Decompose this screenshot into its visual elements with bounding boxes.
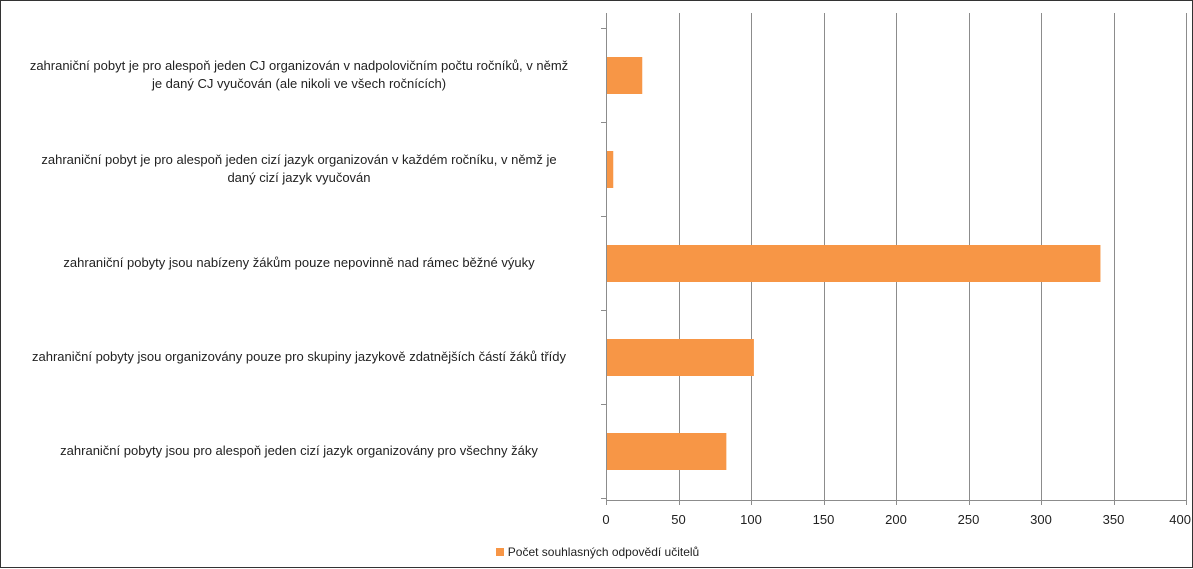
bar [607,151,614,188]
category-label: zahraniční pobyty jsou nabízeny žákům po… [5,254,593,272]
category-label: zahraniční pobyty jsou organizovány pouz… [5,348,593,366]
bar [607,433,727,470]
legend-label: Počet souhlasných odpovědí učitelů [507,545,700,559]
bar [607,245,1101,282]
x-tick-label: 350 [1102,512,1125,527]
category-label-line: zahraniční pobyt je pro alespoň jeden CJ… [29,58,569,73]
x-tick-label: 250 [957,512,980,527]
category-label: zahraniční pobyt je pro alespoň jeden CJ… [5,57,593,93]
legend-swatch [495,548,504,556]
x-tick-label: 50 [671,512,686,527]
category-label-line: zahraniční pobyty jsou nabízeny žákům po… [63,255,535,270]
category-label: zahraniční pobyty jsou pro alespoň jeden… [5,442,593,460]
category-label: zahraniční pobyt je pro alespoň jeden ci… [5,151,593,187]
category-label-line: zahraniční pobyty jsou pro alespoň jeden… [60,443,538,458]
x-tick-label: 200 [885,512,907,527]
x-tick-label: 150 [812,512,835,527]
bar [607,57,643,94]
legend: Počet souhlasných odpovědí učitelů [1,545,1193,559]
category-label-line: zahraniční pobyty jsou organizovány pouz… [31,349,566,364]
x-tick-label: 100 [740,512,762,527]
category-label-line: je daný CJ vyučován (ale nikoli ve všech… [151,76,447,91]
x-tick-label: 400 [1169,512,1191,527]
category-label-line: zahraniční pobyt je pro alespoň jeden ci… [41,152,557,167]
x-tick-label: 300 [1030,512,1052,527]
bar [607,339,754,376]
category-label-line: daný cizí jazyk vyučován [227,170,371,185]
x-tick-label: 0 [602,512,610,527]
